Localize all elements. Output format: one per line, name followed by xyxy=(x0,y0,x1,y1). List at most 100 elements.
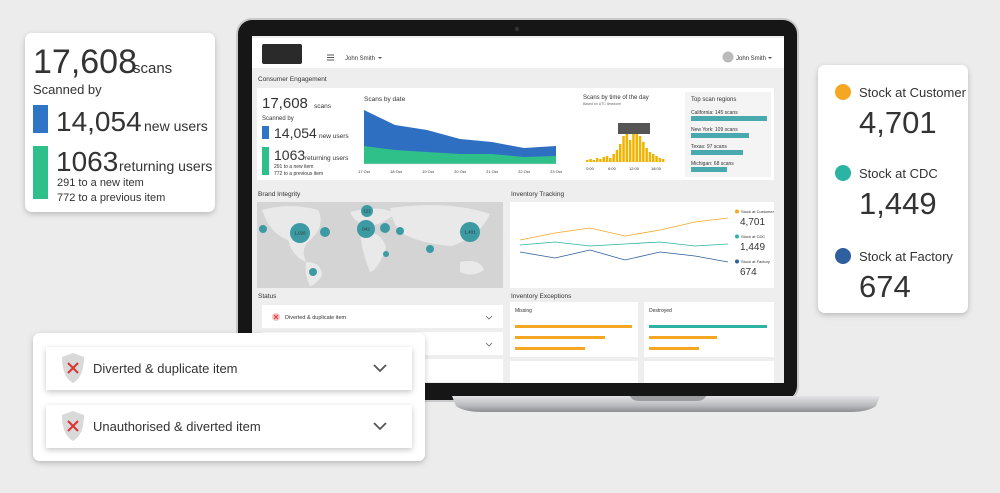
bar xyxy=(595,158,599,162)
label: Destroyed xyxy=(649,308,672,314)
x-tick-label: 18:00 xyxy=(651,166,662,171)
bar xyxy=(609,158,612,162)
shape xyxy=(519,249,729,263)
label: 14,054 xyxy=(274,125,317,141)
shape xyxy=(515,27,519,31)
bar-chart xyxy=(586,128,665,162)
x-tick-label: 19 Oct xyxy=(422,169,435,174)
bar xyxy=(632,134,635,162)
status-row[interactable] xyxy=(46,347,412,390)
bar xyxy=(592,160,596,162)
region-label: Texas: 97 scans xyxy=(691,144,727,150)
bar xyxy=(589,159,592,162)
region-bar xyxy=(691,116,767,121)
chevron[interactable] xyxy=(373,364,387,373)
x-tick-label: 22 Oct xyxy=(518,169,531,174)
bar xyxy=(619,144,622,162)
status-card: Diverted & duplicate item Unauthorised & … xyxy=(33,333,425,461)
x-tick-label: 12:00 xyxy=(629,166,640,171)
shape xyxy=(644,361,774,383)
chart-title: Scans by date xyxy=(364,96,406,103)
bar xyxy=(628,140,632,162)
shape xyxy=(515,336,605,339)
map-bubble xyxy=(380,223,390,233)
swatch xyxy=(33,146,48,199)
x-icon xyxy=(67,362,79,374)
region-label: California: 145 scans xyxy=(691,110,738,116)
shape: 121 1,026 842 1,401 xyxy=(259,205,480,276)
new-users: 14,054 xyxy=(56,106,142,137)
stock-value: 4,701 xyxy=(859,105,937,140)
shape: 0:00 6:00 12:00 18:00 xyxy=(586,166,662,171)
chevron[interactable] xyxy=(373,422,387,431)
label: new users xyxy=(319,133,349,140)
x-tick-label: 18 Oct xyxy=(390,169,403,174)
detail: 291 to a new item xyxy=(57,177,144,189)
legend-dot xyxy=(735,259,739,264)
label: Based on UTC timezone xyxy=(583,102,621,106)
map-bubble[interactable] xyxy=(460,222,480,242)
user-name[interactable]: John Smith xyxy=(345,56,375,62)
label: Top scan regions xyxy=(691,97,736,103)
label: new users xyxy=(144,118,208,134)
map-bubble[interactable] xyxy=(357,220,375,238)
shape xyxy=(510,361,638,383)
x-tick-label: 0:00 xyxy=(586,166,595,171)
stock-label: Stock at Factory xyxy=(859,249,953,264)
label: Brand Integrity xyxy=(258,191,301,198)
bar xyxy=(638,136,642,162)
region-bar xyxy=(691,150,743,155)
stock-label: Stock at CDC xyxy=(859,166,938,181)
bubble-label: 1,401 xyxy=(464,230,476,235)
legend-value: 4,701 xyxy=(740,217,765,228)
shape xyxy=(510,202,774,288)
label: returning users xyxy=(119,158,212,174)
status-row[interactable] xyxy=(46,405,412,448)
bar xyxy=(586,160,589,162)
line-chart xyxy=(519,217,729,263)
bar xyxy=(625,132,629,162)
bar xyxy=(655,156,658,162)
shape xyxy=(360,231,386,272)
user-name[interactable]: John Smith xyxy=(736,56,766,62)
shape xyxy=(25,33,215,212)
shape xyxy=(485,342,493,347)
legend-dot xyxy=(735,209,739,214)
shape xyxy=(515,325,632,328)
shape: 17 Oct 18 Oct 19 Oct 20 Oct 21 Oct 22 Oct 23 O… xyxy=(358,169,563,174)
bar xyxy=(658,158,662,162)
label: 17,608 xyxy=(262,95,308,112)
stock-dot xyxy=(835,84,851,100)
map-bubble xyxy=(259,225,267,233)
region-bar xyxy=(691,133,749,138)
x-tick-label: 6:00 xyxy=(608,166,617,171)
detail: 772 to a previous item xyxy=(57,192,165,204)
shape: California: 145 scans New York: 109 scans… xyxy=(691,110,767,172)
bar xyxy=(635,128,638,162)
shape xyxy=(252,38,784,68)
map-bubble[interactable] xyxy=(361,205,373,217)
area-chart xyxy=(362,110,558,165)
region-label: New York: 109 scans xyxy=(691,127,738,133)
label: Scans by time of the day xyxy=(583,95,649,101)
label: Inventory Tracking xyxy=(511,191,564,198)
bar xyxy=(605,156,609,162)
shape xyxy=(262,305,503,328)
shape xyxy=(262,44,302,64)
shape xyxy=(722,51,734,63)
map-bubble xyxy=(320,227,330,237)
shape xyxy=(618,123,650,134)
x-tick-label: 17 Oct xyxy=(358,169,371,174)
shape xyxy=(519,217,729,241)
bar xyxy=(648,152,652,162)
x-icon xyxy=(67,420,79,432)
map-bubble xyxy=(309,268,317,276)
shape xyxy=(378,57,382,59)
label: 291 to a new item xyxy=(274,164,313,170)
bar xyxy=(661,159,665,162)
bar xyxy=(599,159,602,162)
stock-value: 674 xyxy=(859,269,911,304)
x-tick-label: 23 Oct xyxy=(550,169,563,174)
map-bubble[interactable] xyxy=(290,223,310,243)
